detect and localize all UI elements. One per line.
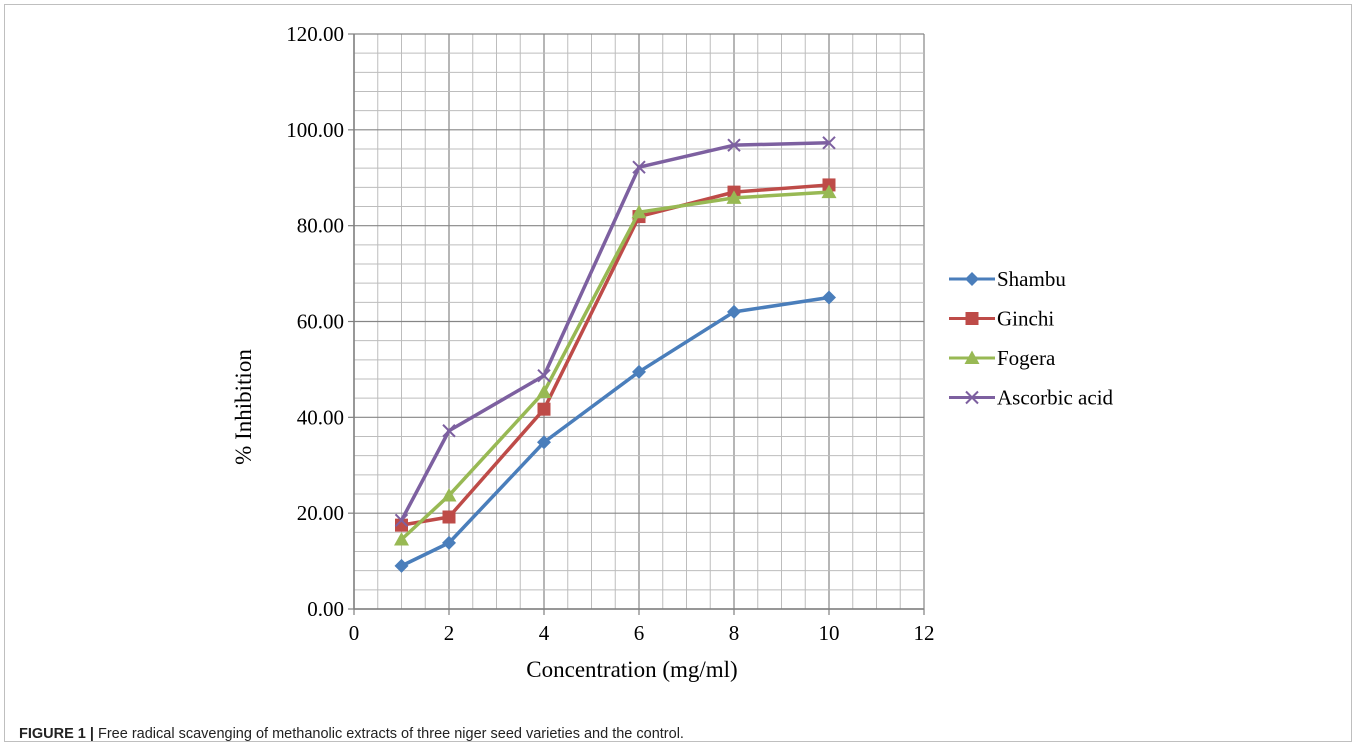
data-point-ascorbic-acid [632, 160, 646, 174]
y-tick-label: 60.00 [297, 310, 344, 334]
x-tick-label: 12 [914, 621, 935, 645]
legend-label: Shambu [997, 267, 1066, 291]
data-point-fogera [441, 487, 457, 502]
y-axis-title: % Inhibition [231, 349, 256, 465]
legend-marker [965, 272, 979, 286]
legend-marker [965, 390, 979, 405]
data-point-fogera [536, 384, 552, 398]
data-point-shambu [394, 558, 409, 573]
data-point-shambu [632, 364, 646, 379]
series-ascorbic-acid [394, 136, 836, 528]
data-point-fogera [394, 532, 409, 546]
y-tick-label: 120.00 [286, 22, 344, 46]
data-point-fogera [726, 190, 742, 204]
data-point-ascorbic-acid [537, 368, 551, 383]
x-tick-label: 2 [444, 621, 455, 645]
series-fogera [394, 184, 837, 546]
x-tick-label: 6 [634, 621, 645, 645]
y-tick-label: 20.00 [297, 501, 344, 525]
data-point-shambu [727, 304, 741, 319]
data-point-shambu [537, 435, 551, 450]
series-group [394, 136, 837, 573]
y-tick-label: 100.00 [286, 118, 344, 142]
legend-marker [964, 350, 980, 364]
data-point-fogera [631, 204, 647, 219]
y-tick-label: 0.00 [307, 597, 344, 621]
legend-label: Ginchi [997, 307, 1054, 331]
data-point-ginchi [395, 518, 408, 532]
data-point-fogera [821, 184, 837, 199]
data-point-ginchi [442, 510, 456, 524]
legend-item-shambu: Shambu [949, 267, 1066, 291]
legend-label: Ascorbic acid [997, 386, 1114, 410]
series-line-fogera [400, 190, 830, 541]
y-tick-label: 40.00 [297, 405, 344, 429]
figure-caption: FIGURE 1 | Free radical scavenging of me… [19, 726, 1339, 742]
legend-item-fogera: Fogera [949, 346, 1056, 370]
data-point-ascorbic-acid [394, 513, 409, 528]
x-axis-title: Concentration (mg/ml) [526, 657, 737, 682]
data-point-shambu [822, 290, 836, 305]
x-tick-label: 0 [349, 621, 360, 645]
legend: Shambu Ginchi Fogera Ascorbic acid [949, 267, 1114, 410]
data-point-ginchi [537, 402, 551, 416]
caption-label: FIGURE 1 | [19, 726, 94, 742]
tick-labels: 0.00 20.00 40.00 60.00 80.00 100.00 120.00 0 2 4 6… [286, 22, 934, 645]
data-point-shambu [442, 535, 456, 550]
line-chart: 0.00 20.00 40.00 60.00 80.00 100.00 120.00 0 2 4 6… [231, 22, 1114, 682]
x-tick-label: 10 [819, 621, 840, 645]
data-point-ascorbic-acid [822, 136, 836, 150]
legend-label: Fogera [997, 346, 1056, 370]
data-point-ascorbic-acid [442, 424, 456, 438]
x-tick-label: 8 [729, 621, 740, 645]
series-line-ascorbic-acid [399, 141, 830, 522]
x-tick-label: 4 [539, 621, 550, 645]
caption-text: Free radical scavenging of methanolic ex… [93, 726, 684, 742]
series-shambu [394, 290, 836, 573]
grid [353, 33, 925, 610]
series-line-shambu [400, 295, 830, 568]
legend-marker [965, 312, 979, 325]
legend-item-ascorbic-acid: Ascorbic acid [949, 386, 1114, 410]
legend-item-ginchi: Ginchi [949, 307, 1054, 331]
axes [348, 33, 925, 615]
figure-frame: 0.00 20.00 40.00 60.00 80.00 100.00 120.00 0 2 4 6… [4, 4, 1352, 742]
y-tick-label: 80.00 [297, 214, 344, 238]
series-line-ginchi [401, 183, 830, 527]
data-point-ascorbic-acid [727, 138, 741, 152]
